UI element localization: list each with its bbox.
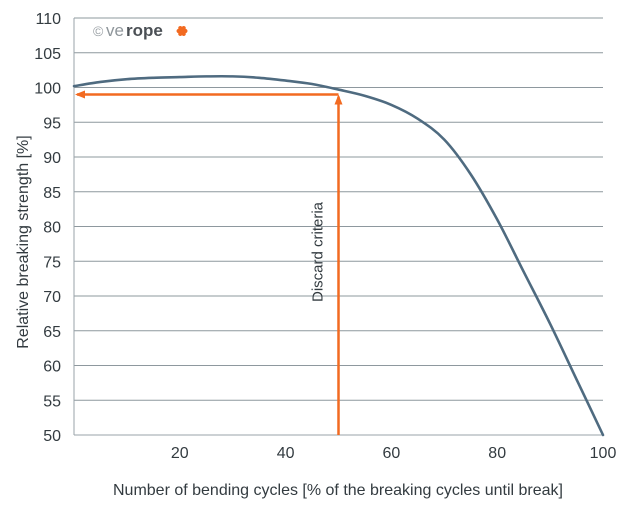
verope-logo: © ve rope <box>93 21 188 40</box>
x-tick-label: 40 <box>277 445 295 462</box>
logo-brand-bold: rope <box>126 21 163 40</box>
series-line <box>72 74 605 437</box>
discard-criteria-annotation: Discard criteria <box>75 90 343 435</box>
y-tick-label: 80 <box>43 220 61 237</box>
logo-rope-strand-icon <box>176 25 188 37</box>
x-tick-label: 20 <box>171 445 189 462</box>
y-axis-title: Relative breaking strength [%] <box>15 135 32 348</box>
y-tick-label: 70 <box>43 289 61 306</box>
x-tick-label: 80 <box>488 445 506 462</box>
y-tick-label: 110 <box>35 11 61 28</box>
y-tick-label: 105 <box>34 46 61 63</box>
y-tick-label: 90 <box>43 150 61 167</box>
logo-strand-dot <box>179 28 185 34</box>
x-axis-title: Number of bending cycles [% of the break… <box>113 482 563 499</box>
y-tick-label: 85 <box>43 185 61 202</box>
x-tick-label: 100 <box>590 445 617 462</box>
y-tick-label: 50 <box>43 428 61 445</box>
y-tick-label: 55 <box>43 393 61 410</box>
discard-criteria-label: Discard criteria <box>310 201 327 302</box>
y-tick-label: 65 <box>43 324 61 341</box>
y-tick-labels: 50 55 60 65 70 75 80 85 90 95 100 105 110 <box>34 11 61 445</box>
logo-brand-light: ve <box>106 21 124 40</box>
x-tick-label: 60 <box>383 445 401 462</box>
y-tick-label: 100 <box>34 81 61 98</box>
logo-copyright: © <box>93 23 104 39</box>
y-tick-label: 95 <box>43 115 61 132</box>
x-tick-labels: 20 40 60 80 100 <box>171 445 617 462</box>
series-group <box>72 74 605 437</box>
y-tick-label: 60 <box>43 359 61 376</box>
y-tick-label: 75 <box>43 254 61 271</box>
